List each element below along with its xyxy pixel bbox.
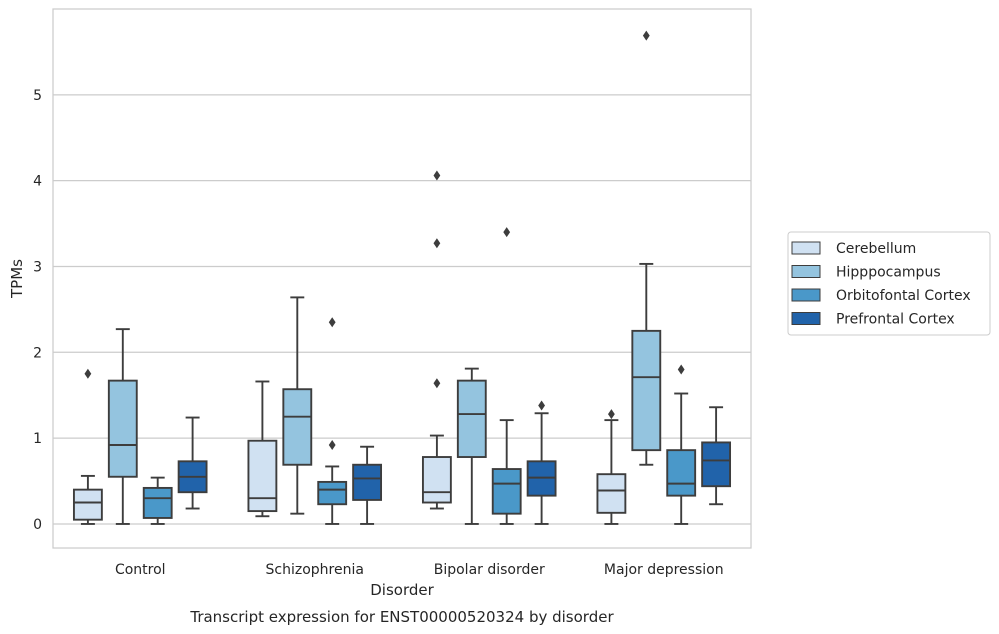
y-tick-label: 4 (33, 174, 42, 190)
y-tick-label: 0 (33, 517, 42, 533)
plot-area-frame (52, 8, 752, 549)
box-0-1 (107, 328, 138, 525)
box-1-3 (352, 445, 383, 525)
box-2-1 (456, 367, 487, 525)
box-body (352, 463, 383, 501)
box-1-0 (247, 380, 278, 518)
box-3-2 (666, 364, 697, 525)
outlier-point (677, 364, 685, 375)
x-axis-label: Disorder (370, 581, 434, 599)
y-tick-label: 2 (33, 345, 42, 361)
outlier-point (328, 440, 336, 451)
box-3-3 (701, 406, 732, 506)
box-body (421, 456, 452, 504)
box-body (142, 486, 173, 519)
y-axis-label: TPMs (8, 259, 26, 299)
x-tick-labels: Control Schizophrenia Bipolar disorder Majo… (115, 562, 724, 578)
boxes (72, 30, 732, 525)
box-body (491, 468, 522, 515)
outlier-point (433, 238, 441, 249)
box-3-1 (631, 30, 662, 466)
box-body (456, 379, 487, 458)
outlier-point (538, 400, 545, 411)
outlier-point (433, 170, 441, 181)
x-tick-label: Bipolar disorder (434, 562, 545, 578)
outlier-point (642, 30, 650, 41)
legend-swatch (791, 265, 821, 278)
box-1-2 (317, 317, 348, 525)
box-body (666, 449, 697, 497)
y-tick-labels: 0 1 2 3 4 5 (33, 88, 42, 533)
y-tick-label: 1 (33, 431, 42, 447)
box-body (282, 388, 313, 466)
chart-caption: Transcript expression for ENST0000052032… (189, 608, 614, 626)
box-0-0 (72, 368, 103, 525)
outlier-point (84, 368, 92, 379)
box-body (72, 488, 103, 521)
gridlines (53, 94, 751, 525)
outlier-point (328, 317, 336, 328)
box-body (317, 480, 348, 506)
legend-label: Hipppocampus (836, 265, 941, 281)
box-body (107, 379, 138, 478)
box-2-2 (491, 227, 522, 525)
box-0-2 (142, 476, 173, 525)
box-body (247, 439, 278, 513)
y-tick-label: 3 (33, 259, 42, 275)
x-tick-label: Control (115, 562, 166, 578)
legend-frame (787, 231, 991, 336)
box-body (596, 473, 627, 514)
box-body (631, 329, 662, 452)
legend-label: Prefrontal Cortex (836, 312, 955, 328)
box-1-1 (282, 296, 313, 515)
legend-label: Orbitofontal Cortex (836, 288, 971, 304)
x-tick-label: Major depression (604, 562, 724, 578)
y-tick-label: 5 (33, 88, 42, 104)
legend-swatch (791, 288, 821, 302)
box-3-0 (596, 409, 627, 525)
legend-swatch (791, 312, 821, 325)
outlier-point (608, 409, 615, 420)
outlier-point (433, 378, 441, 389)
legend-swatch (791, 241, 821, 255)
box-0-3 (177, 416, 208, 510)
box-body (701, 441, 732, 488)
legend-label: Cerebellum (836, 241, 916, 257)
legend: Cerebellum Hipppocampus Orbitofontal Corte… (787, 231, 991, 336)
x-tick-label: Schizophrenia (266, 562, 364, 578)
outlier-point (503, 227, 511, 238)
box-2-3 (526, 400, 557, 525)
box-2-0 (421, 170, 452, 510)
